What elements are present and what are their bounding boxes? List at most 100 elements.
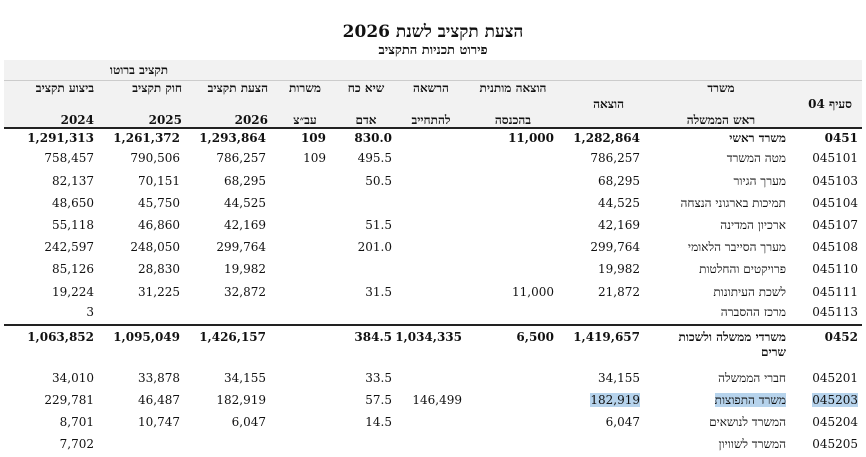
page-edge: [862, 60, 866, 444]
header-expense: הוצאה: [593, 97, 624, 111]
table-row: 045203 משרד התפוצות 182,919 146,499 57.5 182,…: [4, 393, 862, 413]
cell-code: 045107: [812, 218, 858, 232]
cell-proposal-2026: 68,295: [224, 174, 266, 188]
cell-name: מטה המשרד: [726, 151, 786, 165]
header-office: משרד ראש הממשלה: [686, 81, 756, 127]
cell-name: פרויקטים והחלטות: [699, 262, 786, 276]
cell-code: 0451: [824, 131, 858, 145]
table-header: [4, 60, 862, 127]
cell-proposal-2026: 34,155: [224, 371, 266, 385]
cell-law-2025: 10,747: [138, 415, 180, 429]
cell-proposal-2026: 6,047: [231, 415, 266, 429]
cell-manpower: 31.5: [365, 285, 392, 299]
cell-exec-2024: 758,457: [44, 151, 94, 165]
cell-law-2025: 790,506: [130, 151, 180, 165]
cell-expense: 182,919: [590, 393, 640, 407]
cell-name-line2: שרים: [760, 345, 786, 359]
table-row: 045204 המשרד לנושאים 6,047 14.5 6,047 10,747 8…: [4, 415, 862, 435]
cell-code: 045201: [812, 371, 858, 385]
cell-law-2025: 28,830: [138, 262, 180, 276]
cell-exec-2024: 242,597: [44, 240, 94, 254]
cell-name: משרד התפוצות: [714, 393, 786, 407]
cell-expense: 34,155: [598, 371, 640, 385]
table-row: 045107 ארכיון המדינה 42,169 51.5 42,169 46,86…: [4, 218, 862, 238]
cell-expense: 68,295: [598, 174, 640, 188]
cell-conditional: 11,000: [512, 285, 554, 299]
cell-conditional: 6,500: [516, 330, 554, 344]
cell-proposal-2026: 32,872: [224, 285, 266, 299]
header-conditional: הוצאה מותנית בהכנסה: [479, 81, 547, 127]
table-row: 045103 מערך הגיור 68,295 50.5 68,295 70,151 82…: [4, 174, 862, 194]
cell-manpower: 57.5: [365, 393, 392, 407]
cell-code: 045204: [812, 415, 858, 429]
cell-exec-2024: 19,224: [52, 285, 94, 299]
table-row: 045108 מערך הסייבר הלאומי 299,764 201.0 299,…: [4, 240, 862, 260]
cell-proposal-2026: 42,169: [224, 218, 266, 232]
header-manpower: שיא כח אדם: [347, 81, 385, 127]
table-row: 045205 המשרד לשוויון 7,702: [4, 437, 862, 457]
cell-name: משרדי ממשלה ולשכות שרים: [596, 330, 786, 360]
cell-expense: 1,419,657: [573, 330, 640, 344]
table-row: 045104 תמיכות בארגוני הנצחה 44,525 44,525 45…: [4, 196, 862, 216]
cell-proposal-2026: 44,525: [224, 196, 266, 210]
cell-exec-2024: 82,137: [52, 174, 94, 188]
cell-proposal-2026: 1,293,864: [199, 131, 266, 145]
header-section: סעיף 04: [808, 97, 852, 111]
cell-exec-2024: 55,118: [52, 218, 94, 232]
cell-exec-2024: 1,063,852: [27, 330, 94, 344]
cell-name: תמיכות בארגוני הנצחה: [680, 196, 786, 210]
cell-manpower: 51.5: [365, 218, 392, 232]
budget-page: הצעת תקציב לשנת 2026 פירוט תכניות התקציב…: [4, 22, 866, 451]
table-row: 045113 מרכז ההסברה 3: [4, 305, 862, 325]
cell-commitment: 1,034,335: [395, 330, 462, 344]
cell-code: 045101: [812, 151, 858, 165]
cell-expense: 786,257: [590, 151, 640, 165]
cell-name: מערך הסייבר הלאומי: [687, 240, 786, 254]
cell-code: 045104: [812, 196, 858, 210]
header-proposal-2026: הצעת תקציב 2026: [207, 81, 268, 127]
cell-name-line1: משרדי ממשלה ולשכות: [678, 330, 786, 344]
header-divider: [4, 80, 862, 81]
cell-name: המשרד לנושאים: [709, 415, 786, 429]
cell-code: 045111: [812, 285, 858, 299]
cell-positions: 109: [303, 151, 326, 165]
cell-conditional: 11,000: [508, 131, 554, 145]
section-separator: [4, 324, 862, 326]
header-bottom-rule: [4, 127, 862, 129]
cell-expense: 42,169: [598, 218, 640, 232]
cell-law-2025: 248,050: [130, 240, 180, 254]
header-positions: משרות עב״צ: [289, 81, 321, 127]
cell-name: מרכז ההסברה: [720, 305, 786, 319]
cell-expense: 299,764: [590, 240, 640, 254]
cell-code: 045108: [812, 240, 858, 254]
cell-law-2025: 1,261,372: [113, 131, 180, 145]
cell-proposal-2026: 182,919: [216, 393, 266, 407]
header-exec-2024: ביצוע תקציב 2024: [35, 81, 94, 127]
cell-manpower: 495.5: [357, 151, 392, 165]
table-row: 045110 פרויקטים והחלטות 19,982 19,982 28,830…: [4, 262, 862, 282]
cell-manpower: 50.5: [365, 174, 392, 188]
gross-budget-group-label: תקציב ברוטו: [109, 63, 169, 77]
cell-law-2025: 70,151: [138, 174, 180, 188]
cell-law-2025: 33,878: [138, 371, 180, 385]
table-row: 045111 לשכת העיתונות 21,872 11,000 31.5 32,87…: [4, 285, 862, 305]
cell-law-2025: 46,487: [138, 393, 180, 407]
cell-manpower: 384.5: [354, 330, 392, 344]
cell-proposal-2026: 19,982: [224, 262, 266, 276]
cell-exec-2024: 3: [86, 305, 94, 319]
cell-name: ארכיון המדינה: [720, 218, 786, 232]
table-total-row: 0451 משרד ראשי 1,282,864 11,000 830.0 109 1,29…: [4, 131, 862, 151]
cell-manpower: 14.5: [365, 415, 392, 429]
cell-expense: 19,982: [598, 262, 640, 276]
cell-name: חברי הממשלה: [718, 371, 786, 385]
cell-law-2025: 1,095,049: [113, 330, 180, 344]
cell-code: 0452: [824, 330, 858, 344]
table-row: 045101 מטה המשרד 786,257 495.5 109 786,257 790…: [4, 151, 862, 171]
cell-name: משרד ראשי: [729, 131, 786, 145]
cell-expense: 6,047: [605, 415, 640, 429]
cell-law-2025: 45,750: [138, 196, 180, 210]
table-row: 045201 חברי הממשלה 34,155 33.5 34,155 33,878 3…: [4, 371, 862, 391]
cell-law-2025: 46,860: [138, 218, 180, 232]
cell-expense: 44,525: [598, 196, 640, 210]
cell-exec-2024: 34,010: [52, 371, 94, 385]
